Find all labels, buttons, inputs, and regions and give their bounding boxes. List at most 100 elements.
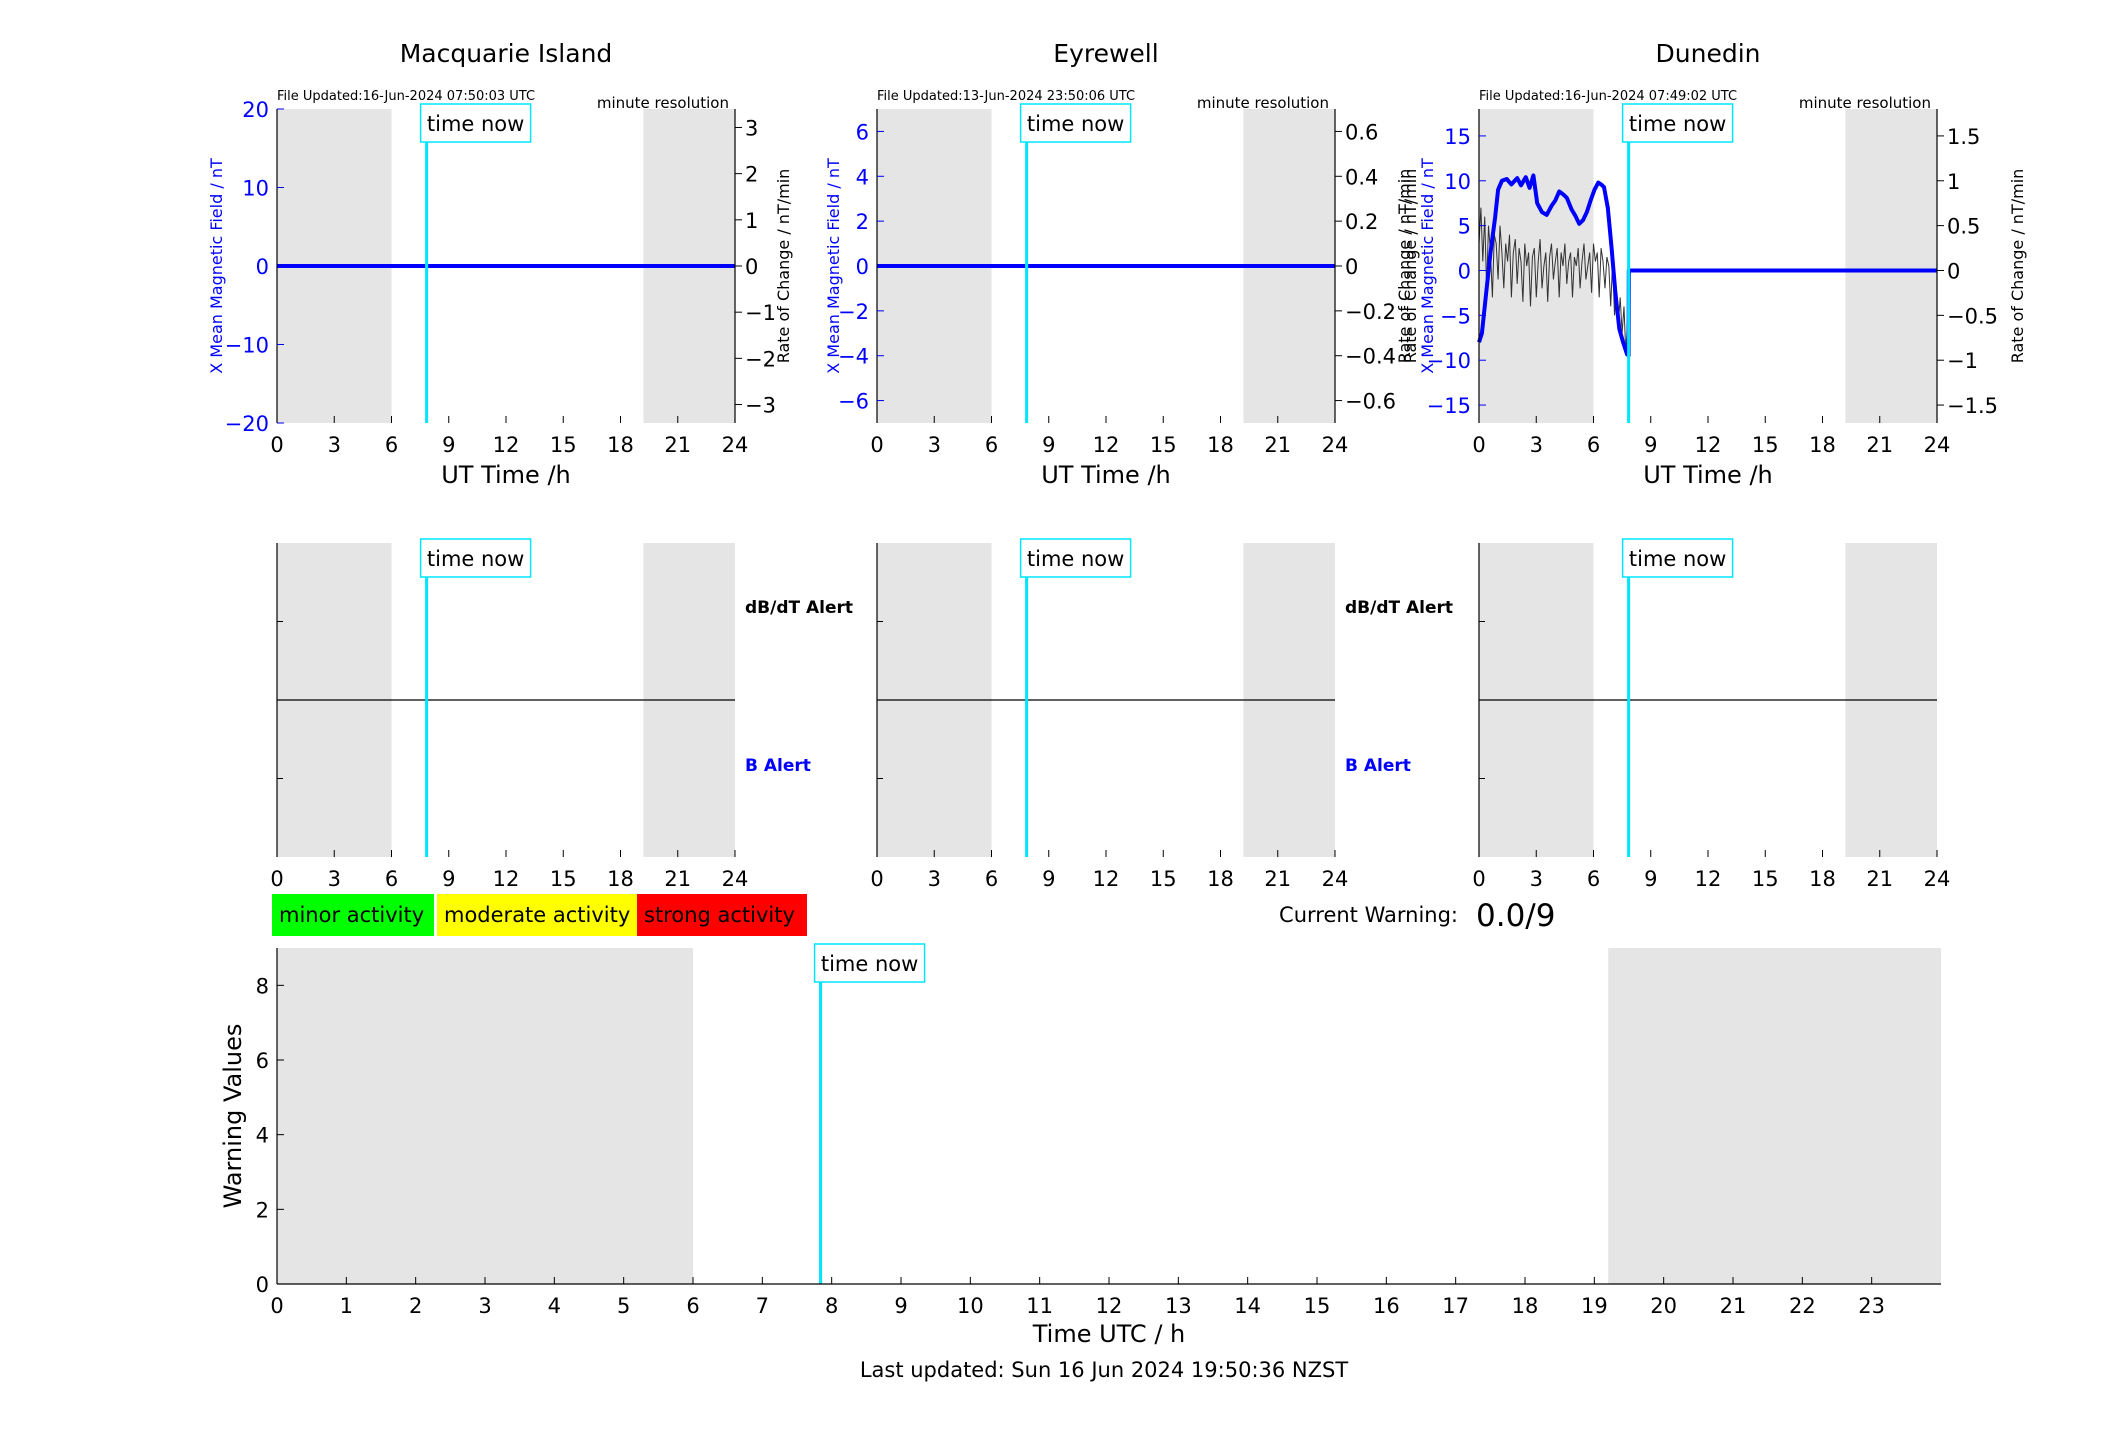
y-tick-label-left: −10: [225, 334, 269, 358]
y-axis-label-right: Rate of Change / nT/min: [774, 169, 793, 364]
y-tick-label-right: 0.2: [1345, 210, 1378, 234]
x-axis-label: UT Time /h: [1041, 461, 1171, 489]
x-tick-label: 9: [1042, 867, 1055, 891]
x-tick-label: 8: [825, 1294, 838, 1318]
x-tick-label: 22: [1789, 1294, 1816, 1318]
y-tick-label-right: −0.4: [1345, 345, 1396, 369]
last-updated-text: Last updated: Sun 16 Jun 2024 19:50:36 N…: [860, 1358, 1349, 1382]
time-now-label: time now: [427, 112, 524, 136]
x-tick-label: 0: [270, 1294, 283, 1318]
x-tick-label: 4: [548, 1294, 561, 1318]
x-tick-label: 9: [442, 867, 455, 891]
x-tick-label: 19: [1581, 1294, 1608, 1318]
y-tick-label: 6: [256, 1049, 269, 1073]
x-axis-label: UT Time /h: [441, 461, 571, 489]
time-now-box: [1019, 103, 1132, 143]
warning-y-axis-label: Warning Values: [219, 1024, 247, 1209]
y-tick-label-left: 10: [242, 177, 269, 201]
x-tick-label: 15: [550, 867, 577, 891]
x-tick-label: 3: [928, 433, 941, 457]
x-tick-label: 0: [270, 867, 283, 891]
y-tick-label-right: −0.2: [1345, 300, 1396, 324]
y-tick-label-right: −1: [1947, 349, 1978, 373]
y-tick-label-right: 0.5: [1947, 215, 1980, 239]
x-tick-label: 21: [664, 433, 691, 457]
b-alert-label: B Alert: [745, 756, 811, 776]
x-tick-label: 0: [1472, 867, 1485, 891]
current-warning-value: 0.0/9: [1476, 898, 1555, 934]
x-tick-label: 0: [270, 433, 283, 457]
x-tick-label: 6: [385, 867, 398, 891]
minor-activity-label: minor activity: [279, 903, 424, 927]
x-tick-label: 3: [1530, 433, 1543, 457]
y-tick-label: 0: [256, 1273, 269, 1297]
x-tick-label: 15: [1304, 1294, 1331, 1318]
time-now-label: time now: [1027, 112, 1124, 136]
x-tick-label: 21: [1264, 433, 1291, 457]
x-tick-label: 9: [894, 1294, 907, 1318]
y-tick-label: 4: [256, 1124, 269, 1148]
y-tick-label-right: −1: [745, 301, 776, 325]
station-title: Eyrewell: [1053, 39, 1158, 68]
x-tick-label: 24: [1322, 867, 1349, 891]
x-tick-label: 11: [1026, 1294, 1053, 1318]
x-tick-label: 15: [1150, 433, 1177, 457]
y-tick-label-right: −1.5: [1947, 394, 1998, 418]
x-tick-label: 18: [1207, 433, 1234, 457]
y-axis-label-right: Rate of Change / nT/min: [2008, 169, 2027, 364]
x-tick-label: 6: [686, 1294, 699, 1318]
x-tick-label: 1: [340, 1294, 353, 1318]
x-tick-label: 6: [985, 433, 998, 457]
y-tick-label-right: 0.6: [1345, 120, 1378, 144]
x-tick-label: 9: [1644, 433, 1657, 457]
y-tick-label-right: 0: [745, 255, 758, 279]
x-tick-label: 12: [1695, 433, 1722, 457]
y-tick-label-left: 2: [856, 210, 869, 234]
y-tick-label-left: 10: [1444, 170, 1471, 194]
x-tick-label: 18: [607, 867, 634, 891]
y-tick-label-right: −3: [745, 394, 776, 418]
x-tick-label: 12: [1093, 867, 1120, 891]
x-tick-label: 3: [1530, 867, 1543, 891]
file-updated-text: File Updated:16-Jun-2024 07:49:02 UTC: [1479, 89, 1737, 104]
y-tick-label-left: 20: [242, 98, 269, 122]
x-tick-label: 12: [1093, 433, 1120, 457]
x-tick-label: 24: [722, 433, 749, 457]
time-now-label: time now: [821, 952, 918, 976]
x-tick-label: 15: [1752, 433, 1779, 457]
time-now-label: time now: [427, 547, 524, 571]
b-alert-label: B Alert: [1345, 756, 1411, 776]
x-tick-label: 13: [1165, 1294, 1192, 1318]
time-now-box: [813, 943, 926, 983]
y-axis-label-left: X Mean Magnetic Field / nT: [824, 158, 843, 374]
strong-activity-swatch: [637, 894, 807, 936]
dbdt-alert-label: dB/dT Alert: [745, 598, 853, 618]
x-tick-label: 0: [870, 867, 883, 891]
x-tick-label: 5: [617, 1294, 630, 1318]
y-axis-label-left: X Mean Magnetic Field / nT: [207, 158, 226, 374]
rate-of-change-series: [1478, 207, 1937, 356]
x-tick-label: 12: [1695, 867, 1722, 891]
x-tick-label: 3: [328, 867, 341, 891]
y-tick-label-left: 0: [856, 255, 869, 279]
x-tick-label: 24: [1924, 867, 1951, 891]
x-tick-label: 10: [957, 1294, 984, 1318]
time-now-box: [1019, 538, 1132, 578]
x-tick-label: 14: [1234, 1294, 1261, 1318]
x-tick-label: 16: [1373, 1294, 1400, 1318]
x-tick-label: 18: [1809, 433, 1836, 457]
moderate-activity-swatch: [437, 894, 637, 936]
y-tick-label-right: 3: [745, 116, 758, 140]
x-tick-label: 2: [409, 1294, 422, 1318]
x-tick-label: 21: [1264, 867, 1291, 891]
x-tick-label: 15: [1150, 867, 1177, 891]
resolution-label: minute resolution: [597, 94, 729, 112]
time-now-box: [419, 103, 532, 143]
x-tick-label: 9: [442, 433, 455, 457]
x-tick-label: 18: [1809, 867, 1836, 891]
strong-activity-label: strong activity: [644, 903, 795, 927]
y-tick-label-left: −6: [838, 390, 869, 414]
y-tick-label-left: −20: [225, 412, 269, 436]
y-tick-label-right: 1: [1947, 170, 1960, 194]
time-now-box: [1621, 103, 1734, 143]
